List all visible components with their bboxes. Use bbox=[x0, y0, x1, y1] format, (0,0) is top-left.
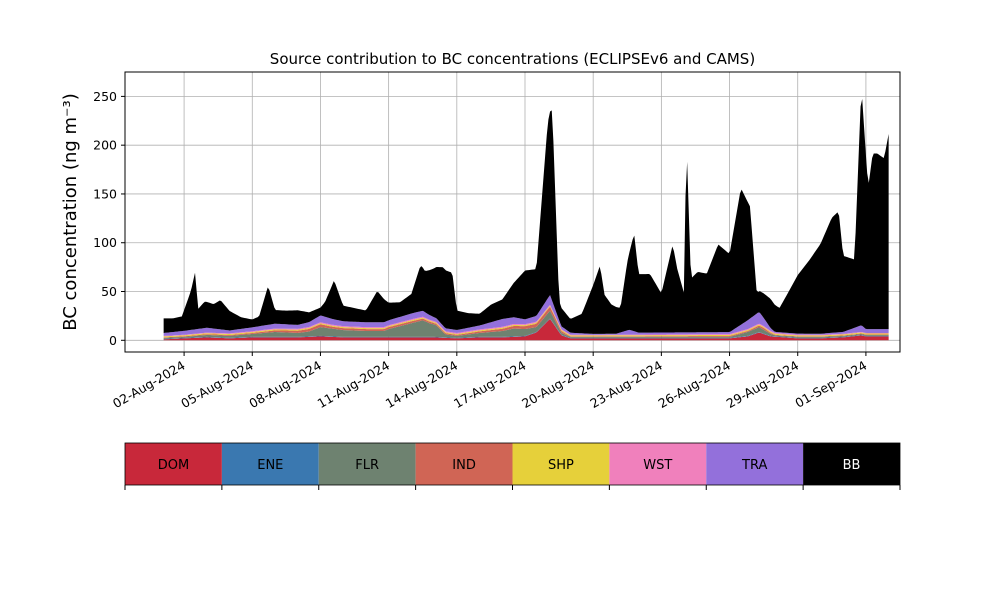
x-tick-label: 11-Aug-2024 bbox=[315, 358, 393, 411]
legend-swatch-ene bbox=[221, 443, 319, 485]
area-series-shp bbox=[163, 305, 889, 338]
axes-layer: 0 50 100 150 200 250 02-Aug-202405-Aug-202408-… bbox=[93, 71, 901, 411]
legend-label-wst: WST bbox=[643, 458, 672, 473]
legend-label-shp: SHP bbox=[548, 458, 574, 473]
area-series-ind bbox=[163, 306, 889, 338]
legend-colorbar: DOM ENE FLR IND SHP WST TRA BB bbox=[124, 442, 901, 490]
legend-label-ind: IND bbox=[452, 458, 476, 473]
chart-title: Source contribution to BC concentrations… bbox=[270, 50, 755, 68]
legend-swatch-shp bbox=[512, 443, 610, 485]
plot-frame bbox=[124, 71, 901, 353]
x-tick-label: 14-Aug-2024 bbox=[383, 358, 461, 411]
y-tick-label: 0 bbox=[109, 333, 117, 348]
area-series-flr bbox=[163, 310, 889, 339]
area-series-dom bbox=[163, 318, 889, 341]
legend-swatch-bb bbox=[803, 443, 900, 485]
legend-swatch-ind bbox=[415, 443, 513, 485]
y-tick-label: 100 bbox=[93, 235, 117, 250]
legend-label-flr: FLR bbox=[355, 458, 379, 473]
legend-label-ene: ENE bbox=[257, 458, 283, 473]
x-tick-label: 17-Aug-2024 bbox=[451, 358, 529, 411]
x-tick-label: 01-Sep-2024 bbox=[792, 358, 869, 411]
legend-swatch-tra bbox=[706, 443, 804, 485]
x-tick-label: 29-Aug-2024 bbox=[724, 358, 802, 411]
area-series-bb bbox=[163, 99, 889, 334]
legend-label-bb: BB bbox=[843, 458, 861, 473]
area-series-wst bbox=[163, 304, 889, 337]
legend-swatch-flr bbox=[318, 443, 416, 485]
legend-swatch-dom bbox=[125, 443, 222, 485]
legend-swatch-wst bbox=[609, 443, 707, 485]
legend-label-dom: DOM bbox=[158, 458, 189, 473]
y-tick-label: 200 bbox=[93, 138, 117, 153]
y-tick-label: 150 bbox=[93, 186, 117, 201]
x-tick-label: 26-Aug-2024 bbox=[656, 358, 734, 411]
x-tick-label: 05-Aug-2024 bbox=[178, 358, 256, 411]
x-tick-label: 23-Aug-2024 bbox=[587, 358, 665, 411]
area-series-tra bbox=[163, 295, 889, 336]
x-tick-label: 08-Aug-2024 bbox=[246, 358, 324, 411]
y-axis-label: BC concentration (ng m⁻³) bbox=[60, 93, 81, 331]
x-tick-label: 20-Aug-2024 bbox=[519, 358, 597, 411]
legend-label-tra: TRA bbox=[741, 458, 767, 473]
x-tick-label: 02-Aug-2024 bbox=[110, 358, 188, 411]
stacked-area-layer bbox=[163, 99, 889, 341]
y-tick-label: 50 bbox=[101, 284, 117, 299]
y-tick-label: 250 bbox=[93, 89, 117, 104]
